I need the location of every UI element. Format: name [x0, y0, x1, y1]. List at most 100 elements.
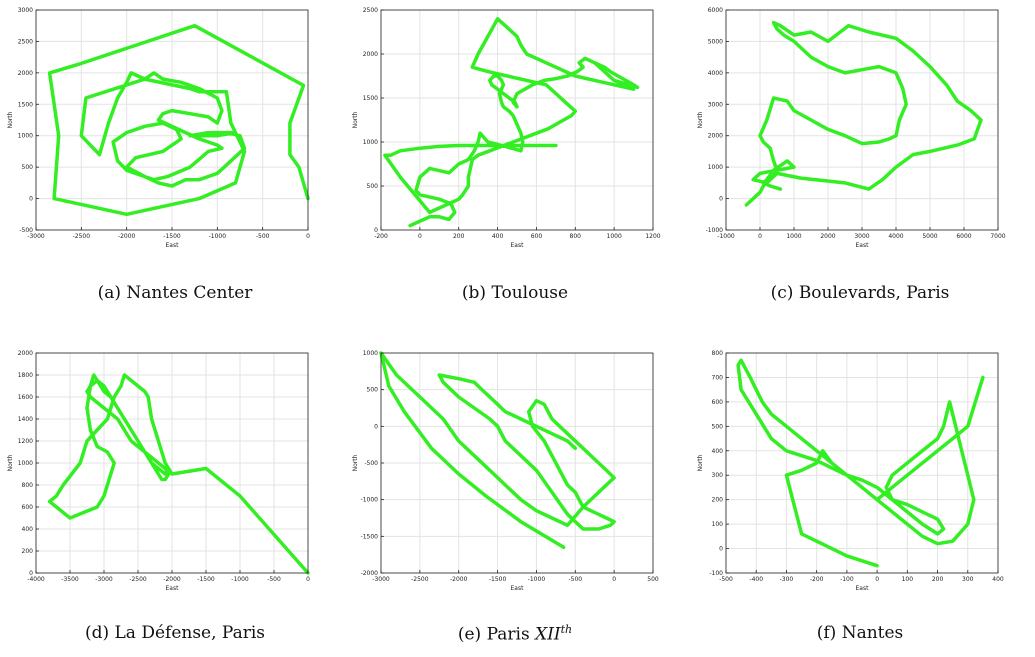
- x-tick-label: 1200: [645, 233, 660, 240]
- figure-panel-d: -4000 -3500 -3000 -2500 -2000 -1500 -1000 -500 0…: [0, 343, 345, 657]
- y-tick-label: 200: [22, 548, 34, 555]
- y-tick-label: 400: [712, 448, 724, 455]
- y-tick-label: 600: [22, 504, 34, 511]
- y-tick-label: 3000: [708, 101, 723, 108]
- y-tick-label: 500: [367, 387, 379, 394]
- trajectory-line: [379, 351, 616, 550]
- x-axis-label: East: [856, 242, 870, 249]
- y-tick-label: 3000: [18, 7, 33, 14]
- x-tick-label: 400: [492, 233, 504, 240]
- trajectory-line: [744, 20, 983, 207]
- x-tick-label: 4000: [888, 233, 903, 240]
- chart-c: -1000 0 1000 2000 3000 4000 5000 6000 7000 -1000 0…: [697, 7, 1006, 249]
- y-tick-label: -1500: [361, 533, 379, 540]
- caption-text: Nantes: [841, 623, 904, 643]
- x-tick-label: -1000: [231, 576, 249, 583]
- y-tick-label: -100: [709, 570, 723, 577]
- chart-b: -200 0 200 400 600 800 1000 1200050010001500200…: [352, 7, 661, 249]
- trajectory-line: [736, 358, 985, 568]
- caption-label: (a): [97, 283, 121, 303]
- y-tick-label: 1000: [363, 139, 378, 146]
- y-tick-label: 0: [719, 196, 723, 203]
- y-tick-label: -1000: [706, 227, 724, 234]
- y-axis-label: North: [697, 111, 704, 128]
- y-tick-label: 200: [712, 497, 724, 504]
- x-tick-label: -500: [719, 576, 733, 583]
- x-tick-label: 2000: [820, 233, 835, 240]
- y-tick-label: 1500: [363, 95, 378, 102]
- plot-frame: [725, 352, 999, 574]
- y-axis-label: North: [352, 454, 359, 471]
- caption-d: (d) La Défense, Paris: [5, 623, 345, 643]
- caption-sup: th: [560, 623, 573, 636]
- x-axis-label: East: [511, 585, 525, 592]
- y-tick-label: 800: [22, 482, 34, 489]
- x-tick-label: -3000: [372, 576, 390, 583]
- x-tick-label: -1500: [197, 576, 215, 583]
- x-tick-label: -400: [749, 576, 763, 583]
- x-tick-label: 600: [531, 233, 543, 240]
- chart-a: -3000 -2500 -2000 -1500 -1000 -500 0 -500 0 500 10…: [7, 7, 310, 249]
- x-tick-label: 0: [306, 576, 310, 583]
- x-tick-label: 0: [418, 233, 422, 240]
- y-tick-label: 600: [712, 399, 724, 406]
- x-tick-label: 0: [758, 233, 762, 240]
- y-tick-label: 1000: [18, 133, 33, 140]
- x-tick-label: -500: [256, 233, 270, 240]
- x-tick-label: 200: [453, 233, 465, 240]
- x-tick-label: 800: [570, 233, 582, 240]
- x-tick-label: 0: [875, 576, 879, 583]
- x-axis-label: East: [511, 242, 525, 249]
- y-tick-label: 0: [374, 423, 378, 430]
- figure-panel-e: -3000 -2500 -2000 -1500 -1000 -500 0 500 -2000 -1…: [345, 343, 690, 657]
- caption-text: Toulouse: [491, 283, 569, 303]
- caption-text: Paris: [486, 624, 536, 645]
- caption-var: XII: [535, 624, 561, 645]
- x-tick-label: 7000: [990, 233, 1005, 240]
- x-tick-label: -500: [568, 576, 582, 583]
- figure-panel-b: -200 0 200 400 600 800 1000 1200 0 500 1000 1500 200…: [345, 0, 690, 310]
- y-tick-label: 5000: [708, 38, 723, 45]
- x-tick-label: -200: [374, 233, 388, 240]
- y-tick-label: 1500: [18, 101, 33, 108]
- trajectory-line: [47, 373, 310, 575]
- x-tick-label: -300: [780, 576, 794, 583]
- x-tick-label: 1000: [607, 233, 622, 240]
- x-tick-label: 0: [306, 233, 310, 240]
- y-tick-label: -2000: [361, 570, 379, 577]
- y-axis-label: North: [7, 454, 14, 471]
- caption-f: (f) Nantes: [690, 623, 1030, 643]
- y-tick-label: 0: [374, 227, 378, 234]
- y-tick-label: 2000: [708, 133, 723, 140]
- y-tick-label: 500: [712, 423, 724, 430]
- trajectory-line: [47, 23, 310, 217]
- chart-f: -500 -400 -300 -200 -100 0 100 200 300 400 -100 0 10…: [697, 350, 1004, 592]
- x-tick-label: -1500: [163, 233, 181, 240]
- caption-b: (b) Toulouse: [345, 283, 685, 303]
- caption-text: Boulevards, Paris: [798, 283, 950, 303]
- y-tick-label: 0: [719, 546, 723, 553]
- y-tick-label: 0: [29, 196, 33, 203]
- figure-panel-a: -3000 -2500 -2000 -1500 -1000 -500 0 -500 0 500 10…: [0, 0, 345, 310]
- x-tick-label: 400: [992, 576, 1004, 583]
- y-tick-label: 1000: [708, 164, 723, 171]
- y-tick-label: 2000: [363, 51, 378, 58]
- y-tick-label: 1000: [363, 350, 378, 357]
- x-axis-label: East: [166, 585, 180, 592]
- x-tick-label: -2000: [118, 233, 136, 240]
- caption-label: (b): [461, 283, 487, 303]
- figure-panel-f: -500 -400 -300 -200 -100 0 100 200 300 400 -100 0 10…: [690, 343, 1035, 657]
- caption-label: (f): [816, 623, 837, 643]
- x-tick-label: -3000: [27, 233, 45, 240]
- y-tick-label: 1400: [18, 416, 33, 423]
- chart-d: -4000 -3500 -3000 -2500 -2000 -1500 -1000 -500 0…: [7, 350, 310, 592]
- x-tick-label: -2500: [73, 233, 91, 240]
- y-axis-label: North: [697, 454, 704, 471]
- y-tick-label: 2000: [18, 350, 33, 357]
- y-tick-label: 500: [367, 183, 379, 190]
- x-tick-label: 200: [932, 576, 944, 583]
- figure-panel-c: -1000 0 1000 2000 3000 4000 5000 6000 7000 -1000 0…: [690, 0, 1035, 310]
- y-tick-label: 1600: [18, 394, 33, 401]
- x-tick-label: 0: [612, 576, 616, 583]
- y-tick-label: 0: [29, 570, 33, 577]
